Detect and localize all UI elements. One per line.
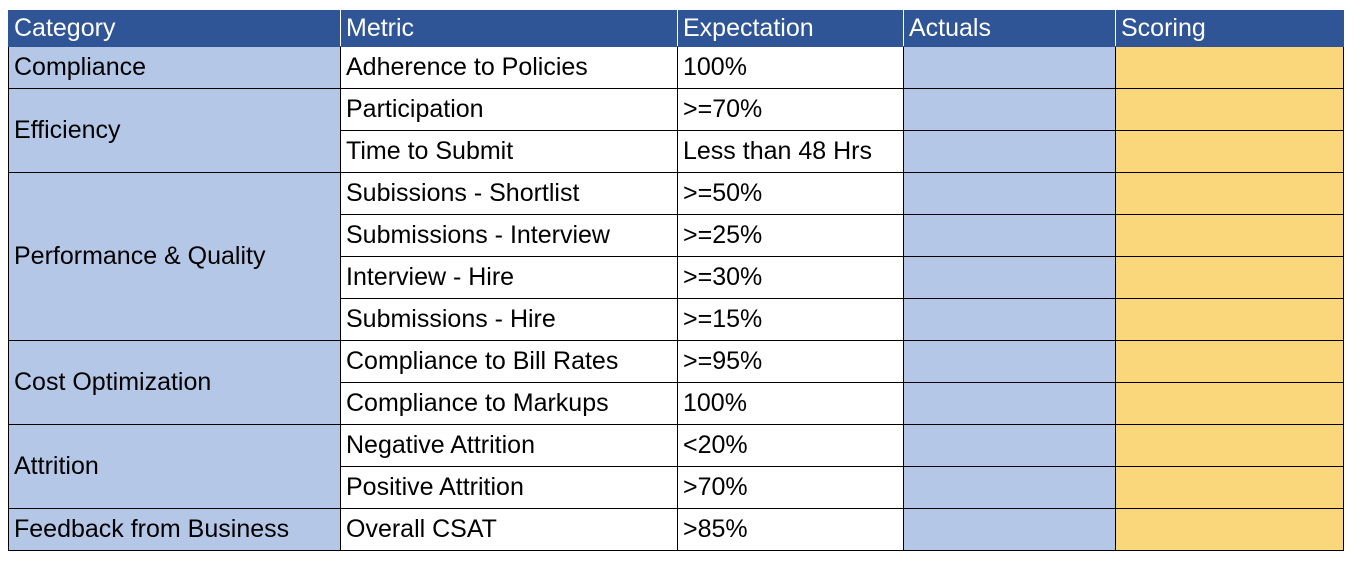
metric-cell[interactable]: Compliance to Markups bbox=[340, 382, 678, 425]
metric-cell[interactable]: Participation bbox=[340, 88, 678, 131]
actuals-cell[interactable] bbox=[903, 88, 1116, 131]
actuals-cell[interactable] bbox=[903, 424, 1116, 467]
scoring-cell[interactable] bbox=[1115, 46, 1344, 89]
category-cell[interactable]: Compliance bbox=[8, 46, 341, 89]
scoring-cell[interactable] bbox=[1115, 508, 1344, 551]
expectation-cell[interactable]: >=95% bbox=[677, 340, 904, 383]
scorecard-sheet: Category Metric Expectation Actuals Scor… bbox=[8, 10, 1344, 551]
actuals-cell[interactable] bbox=[903, 130, 1116, 173]
metric-cell[interactable]: Submissions - Interview bbox=[340, 214, 678, 257]
category-cell[interactable]: Efficiency bbox=[8, 88, 341, 173]
expectation-cell[interactable]: 100% bbox=[677, 46, 904, 89]
header-metric[interactable]: Metric bbox=[340, 10, 678, 47]
expectation-cell[interactable]: >85% bbox=[677, 508, 904, 551]
expectation-cell[interactable]: Less than 48 Hrs bbox=[677, 130, 904, 173]
expectation-cell[interactable]: >70% bbox=[677, 466, 904, 509]
metric-cell[interactable]: Compliance to Bill Rates bbox=[340, 340, 678, 383]
table-body: Compliance Adherence to Policies 100% Effic… bbox=[8, 46, 1344, 551]
category-cell[interactable]: Performance & Quality bbox=[8, 172, 341, 341]
expectation-cell[interactable]: >=70% bbox=[677, 88, 904, 131]
table-row: Feedback from Business Overall CSAT >85% bbox=[8, 508, 1344, 551]
table-row: Compliance to Markups 100% bbox=[9, 382, 1344, 425]
header-actuals[interactable]: Actuals bbox=[903, 10, 1116, 47]
metric-cell[interactable]: Interview - Hire bbox=[340, 256, 678, 299]
scoring-cell[interactable] bbox=[1115, 130, 1344, 173]
actuals-cell[interactable] bbox=[903, 256, 1116, 299]
header-scoring[interactable]: Scoring bbox=[1115, 10, 1344, 47]
expectation-cell[interactable]: <20% bbox=[677, 424, 904, 467]
metric-cell[interactable]: Adherence to Policies bbox=[340, 46, 678, 89]
expectation-cell[interactable]: >=30% bbox=[677, 256, 904, 299]
scoring-cell[interactable] bbox=[1115, 298, 1344, 341]
category-cell[interactable]: Cost Optimization bbox=[8, 340, 341, 425]
table-row: Cost Optimization Compliance to Bill Rate… bbox=[8, 340, 1344, 425]
actuals-cell[interactable] bbox=[903, 508, 1116, 551]
table-row: Compliance Adherence to Policies 100% bbox=[8, 46, 1344, 89]
expectation-cell[interactable]: >=25% bbox=[677, 214, 904, 257]
scoring-cell[interactable] bbox=[1115, 172, 1344, 215]
table-header: Category Metric Expectation Actuals Scor… bbox=[8, 10, 1344, 47]
expectation-cell[interactable]: 100% bbox=[677, 382, 904, 425]
metric-cell[interactable]: Submissions - Hire bbox=[340, 298, 678, 341]
actuals-cell[interactable] bbox=[903, 214, 1116, 257]
table-row: Attrition Negative Attrition <20% bbox=[8, 424, 1344, 509]
scoring-cell[interactable] bbox=[1115, 424, 1344, 467]
scoring-cell[interactable] bbox=[1115, 214, 1344, 257]
scoring-cell[interactable] bbox=[1115, 88, 1344, 131]
category-cell[interactable]: Feedback from Business bbox=[8, 508, 341, 551]
scoring-cell[interactable] bbox=[1115, 382, 1344, 425]
expectation-cell[interactable]: >=50% bbox=[677, 172, 904, 215]
header-row: Category Metric Expectation Actuals Scor… bbox=[8, 10, 1344, 47]
scoring-cell[interactable] bbox=[1115, 256, 1344, 299]
table-row: Efficiency Participation >=70% bbox=[8, 88, 1344, 173]
actuals-cell[interactable] bbox=[903, 172, 1116, 215]
metric-cell[interactable]: Negative Attrition bbox=[340, 424, 678, 467]
expectation-cell[interactable]: >=15% bbox=[677, 298, 904, 341]
table-row: Positive Attrition >70% bbox=[9, 466, 1344, 509]
actuals-cell[interactable] bbox=[903, 340, 1116, 383]
actuals-cell[interactable] bbox=[903, 298, 1116, 341]
table-row: Performance & Quality Subissions - Shortl… bbox=[8, 172, 1344, 341]
scorecard-table: Category Metric Expectation Actuals Scor… bbox=[8, 10, 1344, 551]
scoring-cell[interactable] bbox=[1115, 466, 1344, 509]
actuals-cell[interactable] bbox=[903, 382, 1116, 425]
header-expectation[interactable]: Expectation bbox=[677, 10, 904, 47]
actuals-cell[interactable] bbox=[903, 466, 1116, 509]
scoring-cell[interactable] bbox=[1115, 340, 1344, 383]
metric-cell[interactable]: Time to Submit bbox=[340, 130, 678, 173]
metric-cell[interactable]: Positive Attrition bbox=[340, 466, 678, 509]
category-cell[interactable]: Attrition bbox=[8, 424, 341, 509]
metric-cell[interactable]: Overall CSAT bbox=[340, 508, 678, 551]
header-category[interactable]: Category bbox=[8, 10, 341, 47]
table-row: Submissions - Interview >=25% bbox=[9, 214, 1344, 257]
table-row: Time to Submit Less than 48 Hrs bbox=[9, 130, 1344, 173]
actuals-cell[interactable] bbox=[903, 46, 1116, 89]
metric-cell[interactable]: Subissions - Shortlist bbox=[340, 172, 678, 215]
